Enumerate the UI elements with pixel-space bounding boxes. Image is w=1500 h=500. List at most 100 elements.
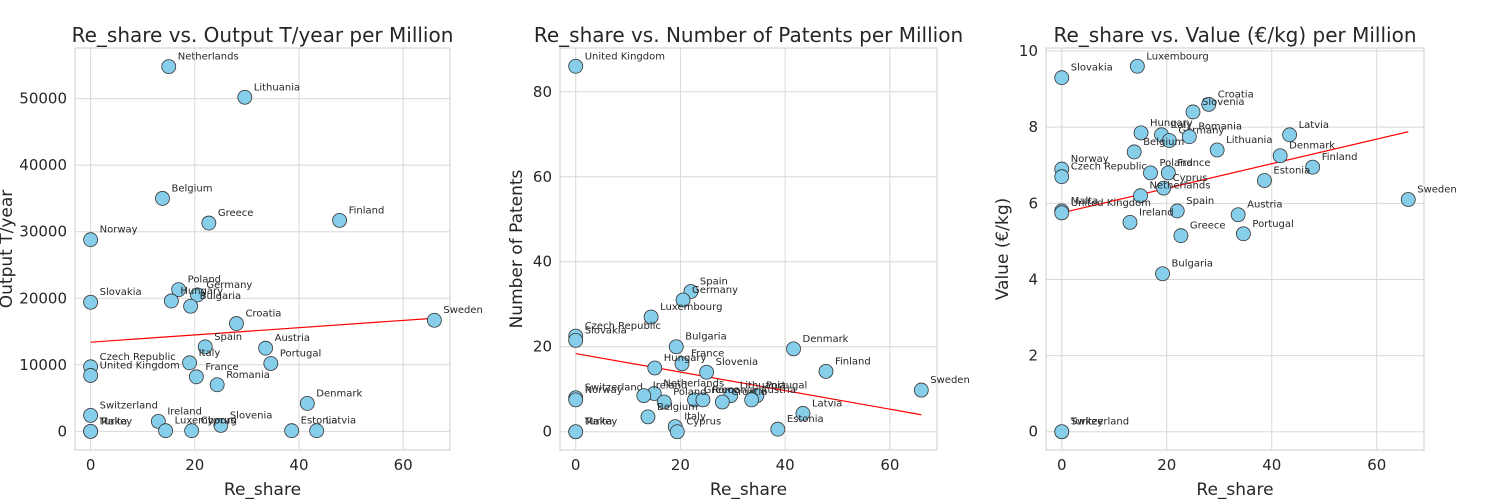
- data-point-label: Hungary: [180, 286, 223, 297]
- y-tick-label: 8: [1028, 118, 1038, 136]
- data-point-label: Ireland: [653, 381, 688, 392]
- data-point-label: Luxembourg: [1146, 51, 1208, 62]
- data-point-label: Romania: [226, 370, 270, 381]
- data-point-label: Norway: [585, 385, 623, 396]
- data-point: [1054, 424, 1070, 440]
- data-point: [188, 369, 204, 385]
- data-point-label: Switzerland: [100, 400, 158, 411]
- data-point: [668, 339, 684, 355]
- data-point-label: Sweden: [930, 375, 970, 386]
- data-point-label: Malta: [100, 416, 128, 427]
- plot-area: [74, 47, 451, 451]
- data-point: [1181, 129, 1197, 145]
- data-point-label: France: [205, 362, 238, 373]
- data-point-label: Finland: [835, 356, 871, 367]
- data-point-label: Portugal: [766, 381, 807, 392]
- data-point-label: Ireland: [1139, 207, 1174, 218]
- x-axis-label: Re_share: [710, 480, 787, 500]
- data-point: [695, 392, 711, 408]
- data-point-label: Spain: [1186, 196, 1214, 207]
- data-point: [1126, 144, 1142, 160]
- x-tick-label: 20: [185, 456, 204, 474]
- data-point-label: Netherlands: [663, 378, 724, 389]
- data-point: [795, 406, 811, 421]
- data-point: [913, 382, 929, 398]
- data-point-label: Latvia: [812, 398, 842, 409]
- data-point: [171, 282, 187, 297]
- data-point-label: Slovenia: [716, 357, 759, 368]
- chart-value: 0 20 40 60 0 2 4 6 8 10 Re_share vs. Value (€/kg) …: [993, 23, 1457, 500]
- data-point-label: Denmark: [803, 334, 849, 345]
- data-point: [258, 340, 274, 356]
- data-point: [656, 394, 672, 410]
- data-point-label: Belgium: [172, 183, 213, 194]
- data-point-label: France: [1177, 158, 1210, 169]
- data-point-label: Romania: [712, 385, 756, 396]
- data-point: [1185, 104, 1201, 120]
- data-point-label: Netherlands: [1150, 181, 1211, 192]
- data-point-label: Croatia: [1218, 89, 1254, 100]
- y-tick-label: 0: [57, 422, 67, 440]
- data-point: [1133, 188, 1148, 204]
- data-point-label: Cyprus: [686, 417, 721, 428]
- data-point: [674, 356, 690, 372]
- data-point: [158, 423, 174, 439]
- data-point: [189, 287, 205, 303]
- data-point: [1272, 148, 1288, 164]
- data-point: [163, 293, 179, 309]
- data-point: [568, 58, 584, 74]
- data-point-label: Cyprus: [201, 416, 236, 427]
- data-point-label: Estonia: [1273, 165, 1310, 176]
- x-tick-label: 60: [394, 456, 413, 474]
- x-axis-label: Re_share: [224, 480, 301, 500]
- data-point: [786, 341, 801, 357]
- data-point: [1054, 169, 1070, 185]
- y-tick-label: 10: [1019, 42, 1038, 60]
- data-point-label: Luxembourg: [660, 302, 722, 313]
- data-point-label: Greece: [218, 208, 254, 219]
- data-point-label: Norway: [1071, 154, 1109, 165]
- data-point-label: Lithuania: [740, 381, 786, 392]
- data-point-label: Luxembourg: [175, 416, 237, 427]
- data-point-label: Malta: [1071, 196, 1099, 207]
- x-tick-label: 0: [86, 456, 96, 474]
- data-point: [83, 368, 99, 383]
- data-point-label: Greece: [1190, 221, 1226, 232]
- data-point-label: Croatia: [731, 387, 767, 398]
- data-point: [1161, 133, 1177, 148]
- data-point-label: Germany: [692, 285, 738, 296]
- data-point: [1133, 125, 1149, 141]
- data-point-label: Bulgaria: [200, 291, 241, 302]
- data-point-label: Italy: [684, 412, 706, 423]
- data-point-label: Malta: [585, 417, 613, 428]
- data-point: [568, 392, 584, 408]
- y-tick-label: 30000: [19, 223, 67, 241]
- data-point-label: Germany: [1178, 126, 1224, 137]
- data-point: [83, 294, 99, 310]
- data-point-label: Turkey: [584, 417, 618, 428]
- data-point: [1155, 266, 1170, 282]
- data-point: [1209, 142, 1225, 158]
- y-tick-label: 0: [1028, 423, 1038, 441]
- data-point-label: Poland: [673, 387, 706, 398]
- data-point-label: Greece: [704, 385, 740, 396]
- data-point-label: Latvia: [326, 416, 356, 427]
- chart-patents: 0 20 40 60 0 20 40 60 80 Re_share vs. Number of P…: [507, 23, 970, 500]
- data-point-label: Austria: [1247, 200, 1282, 211]
- y-tick-label: 80: [533, 83, 552, 101]
- y-tick-label: 40: [533, 253, 552, 271]
- data-point-label: Spain: [214, 332, 242, 343]
- y-tick-label: 4: [1028, 270, 1038, 288]
- data-point-label: Sweden: [443, 305, 483, 316]
- data-point-label: Germany: [206, 280, 252, 291]
- x-tick-label: 20: [1157, 456, 1176, 474]
- data-point-label: Portugal: [1252, 219, 1293, 230]
- data-point: [1173, 228, 1189, 244]
- data-point-label: Netherlands: [178, 52, 239, 63]
- data-point-label: Italy: [1171, 120, 1193, 131]
- y-tick-label: 20: [533, 338, 552, 356]
- data-point: [714, 394, 730, 410]
- data-point: [1160, 165, 1176, 181]
- data-point: [83, 423, 99, 439]
- data-point-label: Cyprus: [1173, 173, 1208, 184]
